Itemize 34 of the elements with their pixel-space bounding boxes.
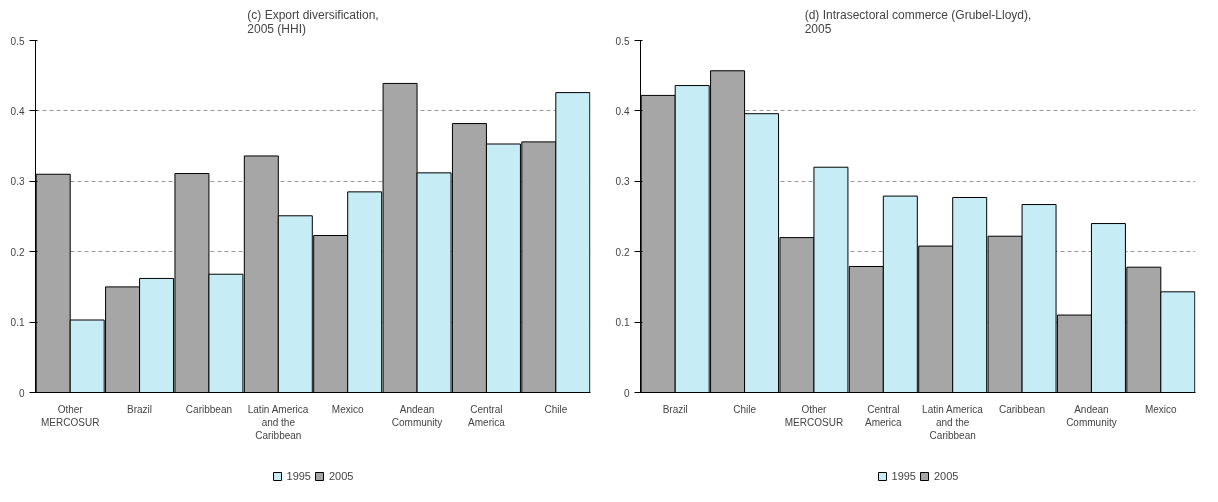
- x-tick-label: Brazil: [662, 403, 688, 415]
- x-tick-label: Latin America and the Caribbean: [922, 403, 984, 441]
- y-tick-label: 0: [623, 387, 630, 399]
- x-tick-label: Latin America and the Caribbean: [247, 403, 309, 441]
- x-tick-label: Andean Community: [1066, 403, 1117, 428]
- legend-label: 2005: [329, 470, 354, 482]
- y-tick-label: 0: [18, 387, 25, 399]
- y-tick-label: 0.1: [10, 317, 25, 329]
- x-tick-label: Caribbean: [185, 403, 233, 415]
- x-tick-label: Caribbean: [998, 403, 1046, 415]
- y-tick-label: 0.4: [10, 105, 25, 117]
- y-tick-label: 0.2: [615, 246, 630, 258]
- x-tick-label: Central America: [864, 403, 903, 428]
- legend-label: 1995: [891, 470, 916, 482]
- x-tick-label: Central America: [468, 403, 506, 428]
- x-tick-label: Other MERCOSUR: [784, 403, 844, 428]
- chart-title: (d) Intrasectoral commerce (Grubel-Lloyd), 2005: [804, 7, 1032, 36]
- chart-title: (c) Export diversification, 2005 (HHI): [247, 7, 379, 36]
- x-tick-label: Mexico: [331, 403, 364, 415]
- y-tick-label: 0.1: [615, 317, 630, 329]
- y-tick-label: 0.5: [10, 35, 25, 47]
- y-tick-label: 0.3: [10, 176, 25, 188]
- x-tick-label: Chile: [733, 403, 757, 415]
- legend-label: 2005: [934, 470, 959, 482]
- x-tick-label: Mexico: [1144, 403, 1178, 415]
- x-tick-label: Andean Community: [391, 403, 443, 428]
- y-tick-label: 0.2: [10, 246, 25, 258]
- x-tick-label: Other MERCOSUR: [41, 403, 100, 428]
- y-tick-label: 0.4: [615, 105, 630, 117]
- y-tick-label: 0.3: [615, 176, 630, 188]
- legend-label: 1995: [286, 470, 311, 482]
- y-tick-label: 0.5: [615, 35, 630, 47]
- x-tick-label: Chile: [544, 403, 568, 415]
- x-tick-label: Brazil: [127, 403, 153, 415]
